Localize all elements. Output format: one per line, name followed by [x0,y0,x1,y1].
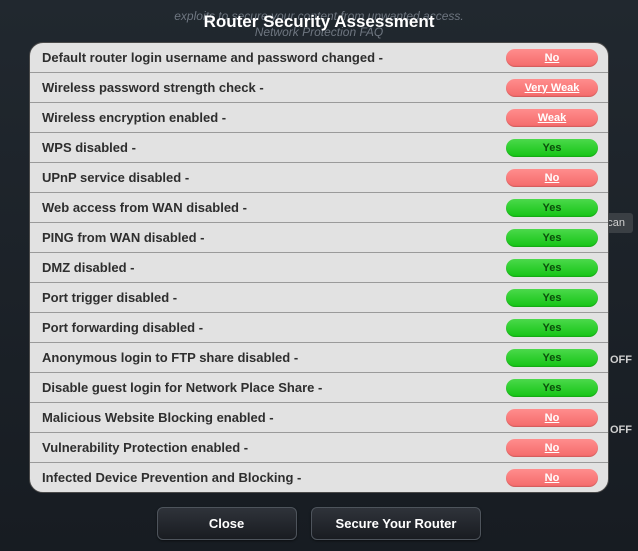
status-pill-fail[interactable]: No [506,169,598,187]
secure-router-button[interactable]: Secure Your Router [311,507,482,540]
status-text: Yes [543,232,562,244]
status-text: Yes [543,142,562,154]
assessment-label: Wireless encryption enabled - [42,110,506,125]
status-pill-pass: Yes [506,199,598,217]
assessment-label: Port forwarding disabled - [42,320,506,335]
assessment-label: Default router login username and passwo… [42,50,506,65]
assessment-label: Port trigger disabled - [42,290,506,305]
assessment-label: UPnP service disabled - [42,170,506,185]
assessment-row: Wireless encryption enabled - Weak [30,103,608,133]
assessment-list: Default router login username and passwo… [29,42,609,493]
assessment-label: DMZ disabled - [42,260,506,275]
off-label-1: OFF [610,354,632,366]
assessment-row: Web access from WAN disabled - Yes [30,193,608,223]
status-pill-fail[interactable]: No [506,469,598,487]
status-pill-pass: Yes [506,319,598,337]
status-text: Yes [543,322,562,334]
status-text: No [545,412,560,424]
status-text: No [545,172,560,184]
assessment-row: Wireless password strength check - Very W… [30,73,608,103]
assessment-label: Wireless password strength check - [42,80,506,95]
assessment-label: Malicious Website Blocking enabled - [42,410,506,425]
status-pill-pass: Yes [506,349,598,367]
status-pill-pass: Yes [506,139,598,157]
security-assessment-dialog: Router Security Assessment Default route… [29,8,609,540]
assessment-label: Disable guest login for Network Place Sh… [42,380,506,395]
assessment-row: Port trigger disabled - Yes [30,283,608,313]
assessment-label: Vulnerability Protection enabled - [42,440,506,455]
off-label-2: OFF [610,424,632,436]
status-text: Very Weak [525,82,580,94]
assessment-row: Infected Device Prevention and Blocking … [30,463,608,492]
assessment-label: WPS disabled - [42,140,506,155]
dialog-button-bar: Close Secure Your Router [29,507,609,540]
assessment-row: Vulnerability Protection enabled - No [30,433,608,463]
assessment-row: WPS disabled - Yes [30,133,608,163]
assessment-row: UPnP service disabled - No [30,163,608,193]
status-pill-pass: Yes [506,289,598,307]
status-text: Yes [543,202,562,214]
status-text: No [545,472,560,484]
assessment-row: Port forwarding disabled - Yes [30,313,608,343]
status-text: Weak [538,112,567,124]
status-pill-pass: Yes [506,259,598,277]
status-text: Yes [543,352,562,364]
status-text: Yes [543,262,562,274]
assessment-label: Web access from WAN disabled - [42,200,506,215]
status-pill-fail[interactable]: Weak [506,109,598,127]
status-text: Yes [543,292,562,304]
status-text: No [545,442,560,454]
assessment-label: Infected Device Prevention and Blocking … [42,470,506,485]
assessment-row: Anonymous login to FTP share disabled - Y… [30,343,608,373]
status-text: No [545,52,560,64]
status-pill-fail[interactable]: No [506,49,598,67]
assessment-row: Malicious Website Blocking enabled - No [30,403,608,433]
assessment-label: PING from WAN disabled - [42,230,506,245]
assessment-row: Default router login username and passwo… [30,43,608,73]
assessment-row: DMZ disabled - Yes [30,253,608,283]
dialog-title: Router Security Assessment [29,8,609,42]
status-pill-fail[interactable]: No [506,409,598,427]
status-pill-fail[interactable]: Very Weak [506,79,598,97]
status-pill-fail[interactable]: No [506,439,598,457]
assessment-label: Anonymous login to FTP share disabled - [42,350,506,365]
close-button[interactable]: Close [157,507,297,540]
assessment-row: PING from WAN disabled - Yes [30,223,608,253]
status-pill-pass: Yes [506,379,598,397]
status-pill-pass: Yes [506,229,598,247]
status-text: Yes [543,382,562,394]
assessment-row: Disable guest login for Network Place Sh… [30,373,608,403]
